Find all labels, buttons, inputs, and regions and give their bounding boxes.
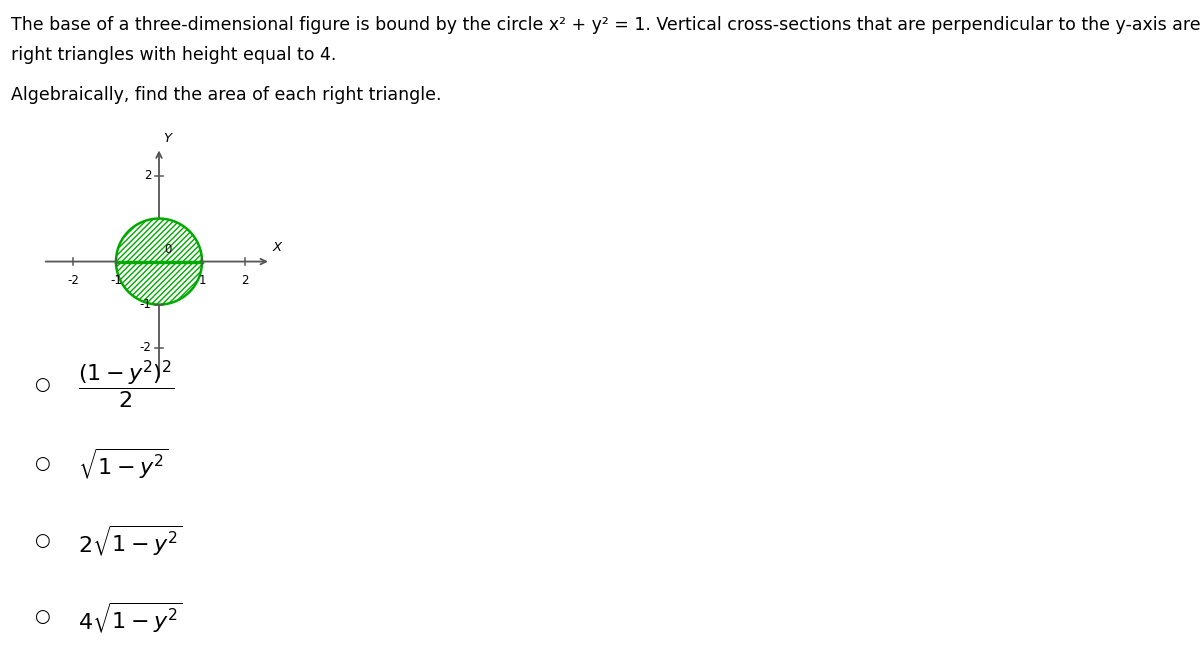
Text: -2: -2 — [67, 274, 79, 287]
Text: 2: 2 — [241, 274, 248, 287]
Text: 2: 2 — [144, 169, 151, 182]
Polygon shape — [116, 218, 202, 305]
Text: $\bigcirc$: $\bigcirc$ — [34, 455, 50, 473]
Text: Y: Y — [163, 132, 172, 145]
Text: $\bigcirc$: $\bigcirc$ — [34, 532, 50, 550]
Text: -1: -1 — [110, 274, 122, 287]
Text: -1: -1 — [139, 298, 151, 311]
Text: right triangles with height equal to 4.: right triangles with height equal to 4. — [11, 46, 336, 64]
Text: 1: 1 — [198, 274, 205, 287]
Text: $\bigcirc$: $\bigcirc$ — [34, 608, 50, 626]
Text: $\dfrac{(1-y^2)^2}{2}$: $\dfrac{(1-y^2)^2}{2}$ — [78, 359, 174, 411]
Text: -2: -2 — [139, 341, 151, 354]
Text: $\sqrt{1-y^2}$: $\sqrt{1-y^2}$ — [78, 447, 169, 481]
Text: 0: 0 — [164, 243, 172, 257]
Text: Algebraically, find the area of each right triangle.: Algebraically, find the area of each rig… — [11, 86, 442, 103]
Text: $4\sqrt{1-y^2}$: $4\sqrt{1-y^2}$ — [78, 600, 182, 634]
Text: X: X — [272, 241, 282, 254]
Text: $2\sqrt{1-y^2}$: $2\sqrt{1-y^2}$ — [78, 524, 182, 558]
Text: The base of a three-dimensional figure is bound by the circle x² + y² = 1. Verti: The base of a three-dimensional figure i… — [11, 16, 1200, 34]
Text: $\bigcirc$: $\bigcirc$ — [34, 376, 50, 394]
